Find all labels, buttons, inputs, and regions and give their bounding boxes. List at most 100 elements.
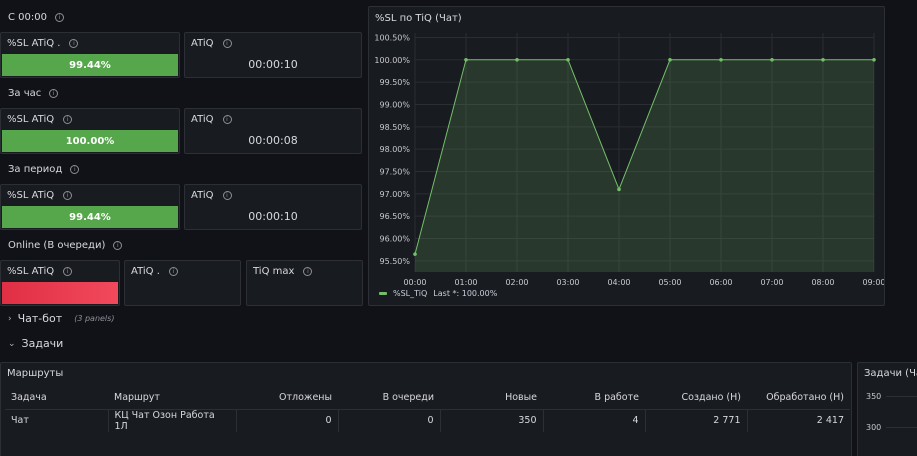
column-header[interactable]: Новые (440, 387, 543, 410)
legend-stat: Last *: 100.00% (433, 289, 498, 298)
panel-title: ATiQ (191, 38, 214, 49)
x-tick-label: 04:00 (607, 278, 630, 287)
y-tick-label: 98.50% (379, 123, 410, 132)
table-cell: 2 417 (816, 415, 844, 426)
column-header[interactable]: Задача (5, 387, 108, 410)
info-icon[interactable]: i (49, 89, 59, 98)
stat-bar-red (2, 282, 118, 304)
x-tick-label: 05:00 (658, 278, 681, 287)
atiq-since-midnight-panel: ATiQ i 00:00:10 (184, 32, 362, 78)
tiq-max-online-panel: TiQ max i (246, 260, 363, 306)
sl-tiq-area-chart: 95.50% 96.00% 96.50% 97.00% 97.50% 98.00% 98.5… (374, 33, 884, 287)
info-icon[interactable]: i (222, 115, 232, 124)
sl-atiq-online-panel: %SL ATiQ i (0, 260, 120, 306)
y-tick-label: 99.50% (379, 78, 410, 87)
y-tick-label: 96.50% (379, 212, 410, 221)
panel-title: %SL ATiQ (7, 114, 55, 125)
stat-value: 99.44% (2, 206, 178, 228)
row-title-online: Online (В очереди) i (8, 240, 123, 251)
table-cell: 2 771 (645, 409, 748, 432)
panel-title: %SL ATiQ . (7, 38, 61, 49)
data-point (515, 58, 519, 62)
data-point (668, 58, 672, 62)
x-tick-label: 03:00 (556, 278, 579, 287)
stat-value: 99.44% (2, 54, 178, 76)
x-tick-label: 08:00 (811, 278, 834, 287)
data-point (566, 58, 570, 62)
x-tick-label: 09:00 (862, 278, 884, 287)
panel-title: ATiQ (191, 190, 214, 201)
y-tick-label: 97.00% (379, 190, 410, 199)
panel-title: %SL ATiQ (7, 190, 55, 201)
table-cell: 0 (338, 409, 441, 432)
row-chatbot-collapsed[interactable]: › Чат-бот (3 panels) (8, 312, 114, 325)
table-cell: КЦ Чат Озон Работа 1Л (108, 409, 237, 432)
chart-legend[interactable]: %SL_TiQ Last *: 100.00% (379, 289, 497, 298)
data-point (464, 58, 468, 62)
stat-value: 00:00:10 (248, 210, 298, 223)
data-point (872, 58, 876, 62)
x-tick-label: 00:00 (403, 278, 426, 287)
tasks-chat-chart-panel: Задачи (Чат 350 300 (857, 362, 917, 456)
panel-title: Маршруты (7, 368, 64, 379)
y-tick-label: 300 (866, 423, 882, 432)
info-icon[interactable]: i (63, 115, 73, 124)
table-header-row: Задача Маршрут Отложены В очереди Новые … (5, 387, 850, 410)
legend-series-name: %SL_TiQ (393, 289, 428, 298)
panel-title: ATiQ (191, 114, 214, 125)
sl-atiq-period-panel: %SL ATiQ i 99.44% (0, 184, 180, 230)
column-header[interactable]: В очереди (338, 387, 440, 410)
sl-tiq-chart-panel: %SL по TiQ (Чат) 95.50% 96.00% 96.50% 97.00… (368, 6, 885, 306)
atiq-hour-panel: ATiQ i 00:00:08 (184, 108, 362, 154)
x-tick-label: 02:00 (505, 278, 528, 287)
table-cell: 350 (440, 409, 544, 432)
stat-value: 00:00:08 (248, 134, 298, 147)
info-icon[interactable]: i (63, 191, 73, 200)
x-tick-label: 06:00 (709, 278, 732, 287)
grid-line (886, 396, 917, 397)
column-header[interactable]: Маршрут (108, 387, 236, 410)
column-header[interactable]: Отложены (236, 387, 338, 410)
row-tasks-expanded[interactable]: ⌄ Задачи (8, 337, 63, 350)
data-point (617, 187, 621, 192)
sl-atiq-hour-panel: %SL ATiQ i 100.00% (0, 108, 180, 154)
info-icon[interactable]: i (69, 39, 79, 48)
chevron-right-icon: › (8, 313, 12, 324)
stat-value: 00:00:10 (248, 58, 298, 71)
row-title-since-midnight: С 00:00 i (8, 12, 64, 23)
panel-title: ATiQ . (131, 266, 160, 277)
routes-table-panel: Маршруты Задача Маршрут Отложены В очере… (0, 362, 852, 456)
column-header[interactable]: В работе (543, 387, 645, 410)
column-header[interactable]: Обработано (Н) (747, 387, 850, 410)
y-tick-label: 97.50% (379, 167, 410, 176)
info-icon[interactable]: i (222, 39, 232, 48)
y-tick-label: 98.00% (379, 145, 410, 154)
row-title-hour: За час i (8, 88, 59, 99)
panel-title: TiQ max (253, 266, 295, 277)
table-cell: 4 (543, 409, 646, 432)
info-icon[interactable]: i (63, 267, 73, 276)
y-tick-label: 99.00% (379, 100, 410, 109)
chart-title: %SL по TiQ (Чат) (375, 13, 462, 24)
section-panel-count: (3 panels) (74, 314, 115, 323)
y-tick-label: 100.50% (374, 33, 410, 42)
table-cell: Чат (5, 409, 109, 432)
info-icon[interactable]: i (303, 267, 313, 276)
info-icon[interactable]: i (222, 191, 232, 200)
info-icon[interactable]: i (70, 165, 80, 174)
section-title: Задачи (21, 337, 64, 350)
chevron-down-icon: ⌄ (8, 338, 16, 349)
legend-swatch (379, 292, 387, 295)
info-icon[interactable]: i (168, 267, 178, 276)
panel-title: %SL ATiQ (7, 266, 55, 277)
atiq-period-panel: ATiQ i 00:00:10 (184, 184, 362, 230)
info-icon[interactable]: i (54, 13, 64, 22)
section-title: Чат-бот (17, 312, 63, 325)
data-point (719, 58, 723, 62)
sl-atiq-since-midnight-panel: %SL ATiQ . i 99.44% (0, 32, 180, 78)
atiq-online-panel: ATiQ . i (124, 260, 241, 306)
info-icon[interactable]: i (113, 241, 123, 250)
y-tick-label: 350 (866, 392, 882, 401)
x-tick-label: 01:00 (454, 278, 477, 287)
column-header[interactable]: Создано (Н) (645, 387, 747, 410)
